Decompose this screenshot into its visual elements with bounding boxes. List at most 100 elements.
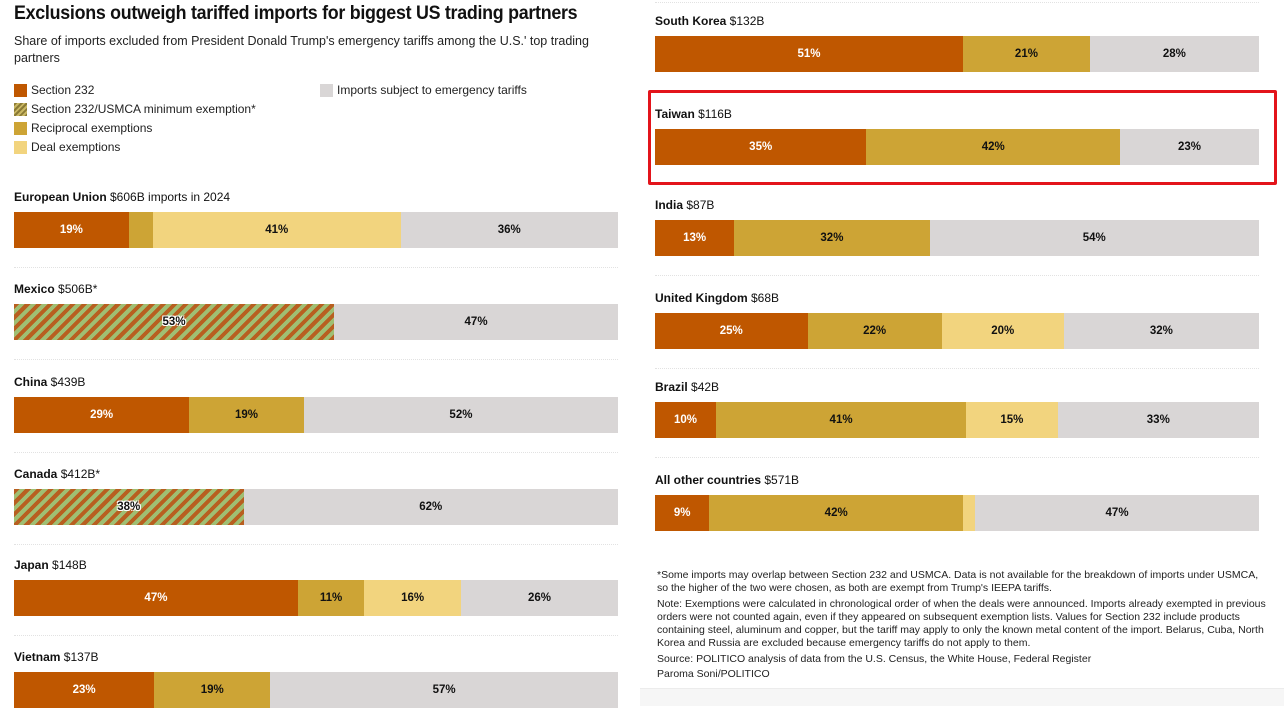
import-value: $606B imports in 2024 <box>106 190 231 204</box>
segment-recip: 19% <box>154 672 271 708</box>
segment-recip: 21% <box>963 36 1090 72</box>
segment-tariff: 54% <box>929 220 1259 256</box>
chart-title: Exclusions outweigh tariffed imports for… <box>14 3 578 24</box>
segment-recip <box>128 212 153 248</box>
bar-vietnam: 23% 19% 57% <box>14 672 618 708</box>
left-panel: Exclusions outweigh tariffed imports for… <box>0 0 640 705</box>
segment-label: 36% <box>497 224 521 236</box>
segment-label: 23% <box>1178 141 1202 153</box>
segment-label: 47% <box>144 592 168 604</box>
bar-mexico: 53% 47% <box>14 304 618 340</box>
legend-item-deal: Deal exemptions <box>14 139 120 155</box>
legend-swatch-deal <box>14 140 27 154</box>
segment-label: 19% <box>235 409 259 421</box>
segment-label: 57% <box>432 684 456 696</box>
import-value: $148B <box>48 558 87 572</box>
legend-swatch-section-232 <box>14 83 27 97</box>
row-label-all-other-countries: All other countries $571B <box>655 473 799 487</box>
segment-deal: 15% <box>966 402 1058 438</box>
import-value: $412B* <box>57 467 101 481</box>
segment-recip: 32% <box>734 220 930 256</box>
segment-label: 19% <box>59 224 83 236</box>
segment-label: 53% <box>162 316 186 328</box>
segment-tariff: 33% <box>1057 402 1259 438</box>
segment-tariff: 32% <box>1063 313 1259 349</box>
segment-label: 47% <box>1105 507 1129 519</box>
segment-tariff: 52% <box>303 397 618 433</box>
country-name: Brazil <box>655 380 688 394</box>
segment-label: 21% <box>1014 48 1038 60</box>
segment-label: 29% <box>90 409 114 421</box>
import-value: $439B <box>47 375 86 389</box>
segment-tariff: 28% <box>1089 36 1259 72</box>
segment-label: 35% <box>749 141 773 153</box>
row-label-india: India $87B <box>655 198 714 212</box>
row-label-canada: Canada $412B* <box>14 467 100 481</box>
segment-label: 28% <box>1162 48 1186 60</box>
segment-label: 41% <box>829 414 853 426</box>
country-name: All other countries <box>655 473 762 487</box>
segment-label: 25% <box>719 325 743 337</box>
segment-label: 10% <box>673 414 698 426</box>
segment-usmca: 53% <box>14 304 335 340</box>
row-label-united-kingdom: United Kingdom $68B <box>655 291 779 305</box>
segment-tariff: 57% <box>270 672 618 708</box>
import-value: $116B <box>694 107 732 121</box>
segment-label: 38% <box>117 501 141 513</box>
legend-label: Imports subject to emergency tariffs <box>337 83 527 97</box>
segment-tariff: 47% <box>975 495 1259 531</box>
segment-label: 47% <box>464 316 488 328</box>
row-label-china: China $439B <box>14 375 85 389</box>
segment-label: 22% <box>863 325 887 337</box>
row-divider <box>655 368 1259 369</box>
row-divider <box>655 2 1259 3</box>
legend-item-tariffed: Imports subject to emergency tariffs <box>320 82 527 98</box>
legend-swatch-tariffed <box>320 83 333 97</box>
segment-label: 51% <box>797 48 821 60</box>
country-name: Canada <box>14 467 58 481</box>
country-name: Taiwan <box>655 107 695 121</box>
row-label-european-union: European Union $606B imports in 2024 <box>14 190 230 204</box>
segment-s232: 47% <box>14 580 298 616</box>
segment-label: 20% <box>991 325 1015 337</box>
source-line: Source: POLITICO analysis of data from t… <box>657 652 1092 665</box>
row-label-vietnam: Vietnam $137B <box>14 650 99 664</box>
footnote: *Some imports may overlap between Sectio… <box>657 569 1259 595</box>
country-name: Mexico <box>14 282 55 296</box>
segment-recip: 42% <box>866 129 1121 165</box>
row-divider <box>14 359 618 360</box>
segment-label: 23% <box>72 684 96 696</box>
legend-label: Section 232/USMCA minimum exemption* <box>31 102 256 116</box>
segment-s232: 51% <box>655 36 964 72</box>
legend-label: Deal exemptions <box>31 140 121 154</box>
country-name: Vietnam <box>14 650 61 664</box>
country-name: Japan <box>14 558 49 572</box>
legend-label: Reciprocal exemptions <box>31 121 153 135</box>
row-divider <box>655 457 1259 458</box>
row-label-brazil: Brazil $42B <box>655 380 719 394</box>
country-name: India <box>655 198 684 212</box>
segment-label: 42% <box>981 141 1005 153</box>
legend-swatch-usmca <box>14 102 27 116</box>
segment-label: 26% <box>527 592 551 604</box>
row-divider <box>655 275 1259 276</box>
segment-label: 41% <box>265 224 289 236</box>
segment-s232: 29% <box>14 397 190 433</box>
import-value: $42B <box>687 380 720 394</box>
segment-tariff: 62% <box>243 489 618 525</box>
chart-notes: *Some imports may overlap between Sectio… <box>657 569 1267 683</box>
row-divider <box>14 452 618 453</box>
row-divider <box>14 635 618 636</box>
segment-s232: 9% <box>655 495 710 531</box>
segment-label: 13% <box>683 232 707 244</box>
bottom-strip <box>640 688 1284 706</box>
segment-recip: 19% <box>189 397 304 433</box>
segment-recip: 41% <box>716 402 967 438</box>
segment-label: 11% <box>319 592 343 604</box>
segment-s232: 35% <box>655 129 867 165</box>
segment-label: 62% <box>419 501 443 513</box>
row-label-japan: Japan $148B <box>14 558 87 572</box>
import-value: $132B <box>726 14 765 28</box>
chart-subtitle: Share of imports excluded from President… <box>14 34 589 65</box>
taiwan-highlight-box <box>648 90 1277 185</box>
